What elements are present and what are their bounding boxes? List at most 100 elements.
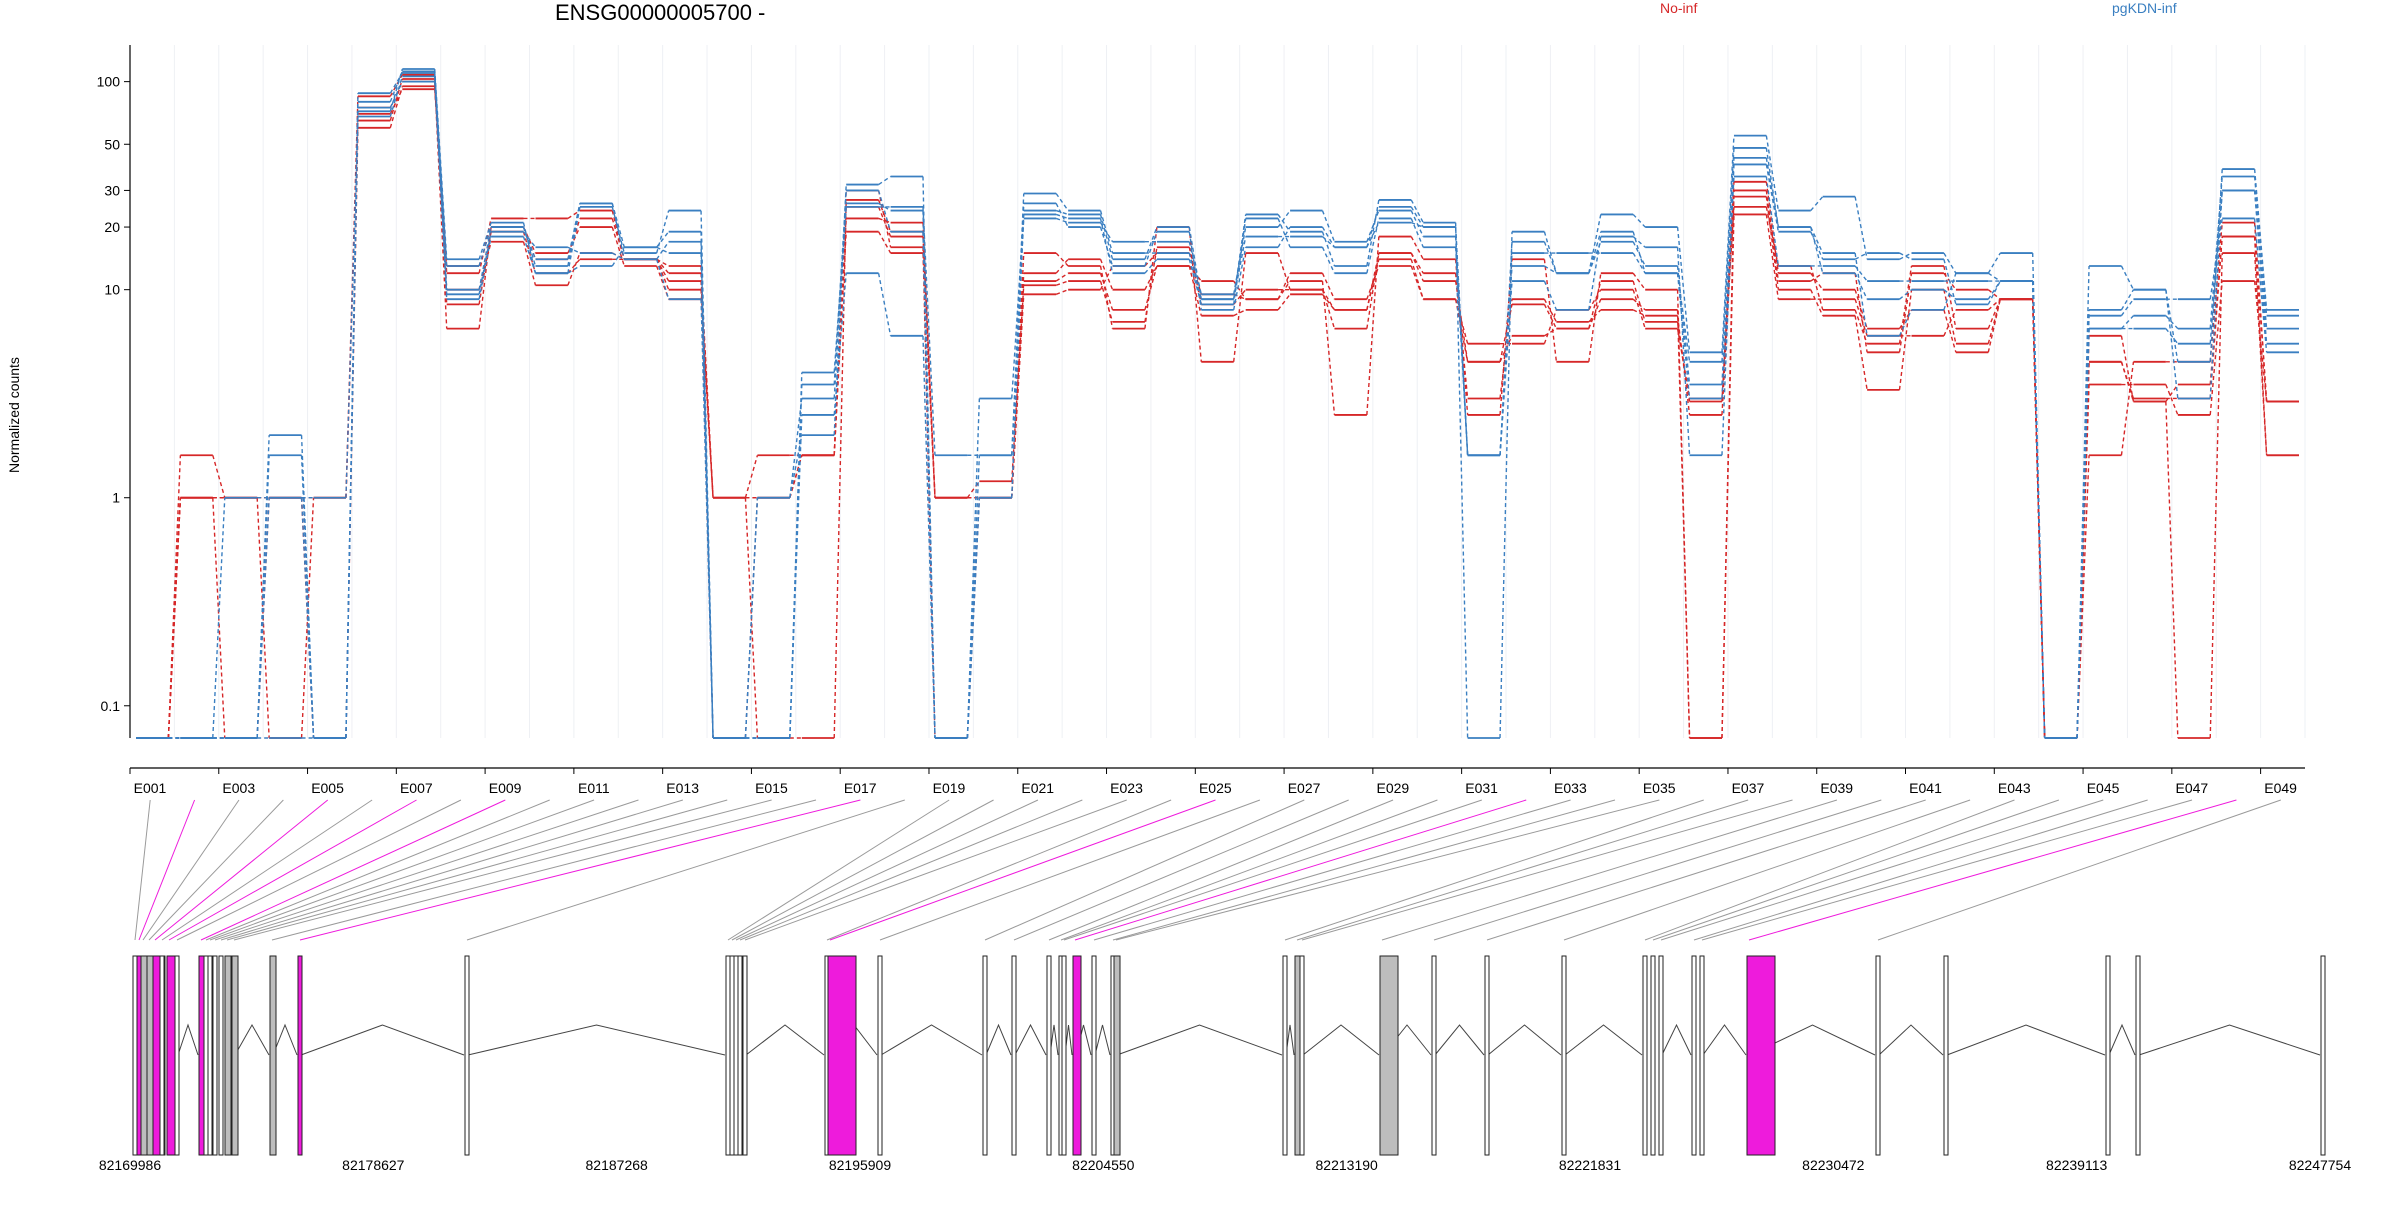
exon-box — [1046, 955, 1052, 1156]
intron-line — [1487, 1024, 1562, 1056]
exon-mapping-line — [168, 799, 417, 941]
legend-entry-pgkdn-inf: pgKDN-inf — [2112, 0, 2177, 16]
exon-box — [207, 955, 213, 1156]
intron-line — [1878, 1024, 1944, 1056]
x-tick-label: E027 — [1288, 780, 1321, 796]
exon-box — [231, 955, 239, 1156]
series-connector-no-inf — [167, 81, 2268, 739]
exon-box — [1561, 955, 1567, 1156]
exon-mapping-line — [879, 799, 1261, 941]
exon-box — [877, 955, 883, 1156]
x-tick-label: E025 — [1199, 780, 1232, 796]
coordinate-label: 82195909 — [829, 1157, 892, 1173]
x-tick-label: E035 — [1643, 780, 1676, 796]
intron-line — [1094, 1024, 1111, 1056]
intron-line — [1302, 1024, 1380, 1056]
exon-mapping-line — [214, 799, 639, 941]
exon-mapping-line — [161, 799, 373, 941]
exon-mapping-line — [731, 799, 994, 941]
exon-box — [737, 955, 743, 1156]
intron-line — [234, 1023, 270, 1056]
x-tick-label: E003 — [222, 780, 255, 796]
exon-box — [269, 955, 277, 1156]
exon-mapping-line — [205, 799, 550, 941]
exon-box — [1658, 955, 1664, 1156]
exon-mapping-line — [233, 799, 772, 941]
x-tick-label: E023 — [1110, 780, 1143, 796]
intron-line — [880, 1024, 983, 1056]
coordinate-label: 82187268 — [586, 1157, 649, 1173]
series-connector-pgkdn-inf — [168, 68, 2268, 739]
series-connector-pgkdn-inf — [168, 72, 2268, 739]
coordinate-label: 82204550 — [1072, 1157, 1135, 1173]
exon-mapping-line — [154, 799, 329, 941]
exon-mapping-line — [226, 799, 728, 941]
exon-box — [1113, 955, 1121, 1156]
coordinate-label: 82230472 — [1802, 1157, 1865, 1173]
exon-box — [1431, 955, 1437, 1156]
exon-mapping-line — [1284, 799, 1704, 941]
x-tick-label: E001 — [134, 780, 167, 796]
y-tick-label: 1 — [112, 490, 120, 506]
x-tick-label: E017 — [844, 780, 877, 796]
x-tick-label: E013 — [666, 780, 699, 796]
exon-box — [132, 955, 138, 1156]
exon-box — [742, 955, 748, 1156]
exon-mapping-line — [1693, 799, 2148, 941]
y-tick-label: 0.1 — [101, 698, 121, 714]
intron-line — [745, 1024, 825, 1056]
coordinate-label: 82178627 — [342, 1157, 405, 1173]
intron-line — [1946, 1024, 2106, 1056]
exon-box — [1875, 955, 1881, 1156]
exon-box — [982, 955, 988, 1156]
exon-mapping-line — [744, 799, 1127, 941]
exon-mapping-line — [209, 799, 595, 941]
exon-box — [218, 955, 224, 1156]
exon-mapping-line — [299, 799, 861, 941]
x-tick-label: E021 — [1021, 780, 1054, 796]
x-tick-label: E041 — [1909, 780, 1942, 796]
x-tick-label: E015 — [755, 780, 788, 796]
exon-mapping-line — [1748, 799, 2237, 941]
exon-box — [159, 955, 165, 1156]
exon-box — [1691, 955, 1697, 1156]
intron-line — [2138, 1024, 2321, 1056]
exon-box — [1282, 955, 1288, 1156]
x-tick-label: E019 — [933, 780, 966, 796]
x-tick-label: E049 — [2264, 780, 2297, 796]
exon-mapping-line — [1381, 799, 1838, 941]
exon-mapping-line — [1063, 799, 1482, 941]
exon-box — [1642, 955, 1648, 1156]
exon-mapping-line — [739, 799, 1083, 941]
intron-line — [1116, 1024, 1283, 1056]
exon-mapping-line — [1048, 799, 1394, 941]
exon-box — [733, 955, 739, 1156]
x-tick-label: E039 — [1820, 780, 1853, 796]
exon-mapping-line — [148, 799, 284, 941]
exon-mapping-line — [1563, 799, 1971, 941]
series-connector-pgkdn-inf — [168, 71, 2268, 739]
exon-box — [725, 955, 731, 1156]
exon-box — [1061, 955, 1067, 1156]
exon-box — [827, 955, 857, 1156]
exon-box — [1072, 955, 1082, 1156]
exon-box — [297, 955, 303, 1156]
exon-mapping-line — [984, 799, 1305, 941]
coordinate-label: 82213190 — [1316, 1157, 1379, 1173]
exon-mapping-line — [829, 799, 1216, 941]
exon-mapping-line — [1486, 799, 1926, 941]
exon-mapping-line — [826, 799, 1172, 941]
exon-box — [464, 955, 470, 1156]
exon-mapping-line — [727, 799, 950, 941]
exon-mapping-line — [1660, 799, 2104, 941]
exon-mapping-line — [1433, 799, 1882, 941]
exon-mapping-line — [271, 799, 817, 941]
y-tick-label: 50 — [104, 136, 120, 152]
exon-box — [2135, 955, 2141, 1156]
exon-mapping-line — [1701, 799, 2193, 941]
exon-mapping-line — [466, 799, 905, 941]
exon-box — [212, 955, 218, 1156]
chart-title: ENSG00000005700 - — [555, 0, 766, 25]
